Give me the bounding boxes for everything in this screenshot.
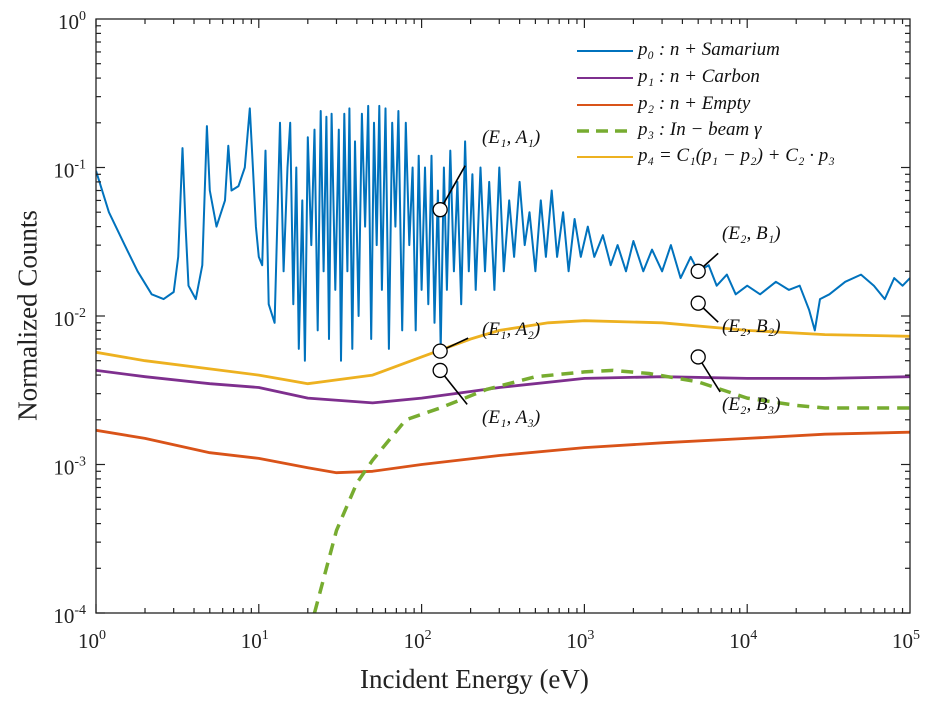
y-tick-label: 10-2 [53, 306, 86, 331]
annotation-marker [432, 362, 448, 379]
x-tick-label: 101 [241, 628, 269, 653]
y-axis-label: Normalized Counts [12, 210, 43, 421]
series-group [96, 104, 910, 613]
annotation-marker [432, 343, 448, 359]
legend-entry-p2: p₂ : n + Empty [638, 93, 751, 114]
series-line-p0 [96, 104, 910, 362]
x-tick-label: 102 [404, 628, 432, 653]
series-line-p1 [96, 369, 910, 405]
series-line-p3 [312, 368, 910, 613]
annotation-marker [690, 263, 706, 279]
y-tick-label: 100 [58, 9, 86, 34]
y-tick-label: 10-3 [53, 455, 86, 480]
annotation-leader [702, 252, 719, 268]
x-tick-label: 103 [566, 628, 594, 653]
annotation-leader [443, 375, 468, 405]
series-line-p4 [96, 319, 910, 386]
annotation-leader [702, 307, 719, 323]
annotation-label: (E₂, B₃) [722, 394, 781, 415]
x-axis-label: Incident Energy (eV) [360, 664, 589, 694]
x-tick-label: 104 [729, 628, 757, 653]
annotation-label: (E₂, B₁) [722, 223, 781, 244]
annotation-marker [432, 202, 448, 218]
y-tick-label: 10-1 [53, 158, 86, 183]
annotation-leader [701, 362, 721, 393]
annotation-leader [446, 337, 469, 349]
annotation-label: (E₂, B₂) [722, 316, 781, 337]
legend-entry-p1: p₁ : n + Carbon [638, 66, 760, 87]
annotation-marker [690, 349, 706, 365]
axes-box [95, 18, 911, 614]
annotation-leader [442, 165, 466, 204]
x-tick-label: 100 [78, 628, 106, 653]
legend-entry-p0: p₀ : n + Samarium [638, 39, 780, 60]
annotation-label: (E₁, A₂) [482, 319, 541, 340]
legend-entry-p3: p₃ : In − beam γ [638, 119, 762, 140]
x-tick-label: 105 [892, 628, 920, 653]
annotation-label: (E₁, A₃) [482, 407, 541, 428]
annotation-marker [690, 295, 706, 311]
y-tick-label: 10-4 [53, 603, 86, 628]
legend-entry-p4: p₄ = C₁(p₁ − p₂) + C₂ · p₃ [638, 145, 835, 166]
series-line-p2 [96, 428, 910, 475]
annotation-label: (E₁, A₁) [482, 127, 541, 148]
